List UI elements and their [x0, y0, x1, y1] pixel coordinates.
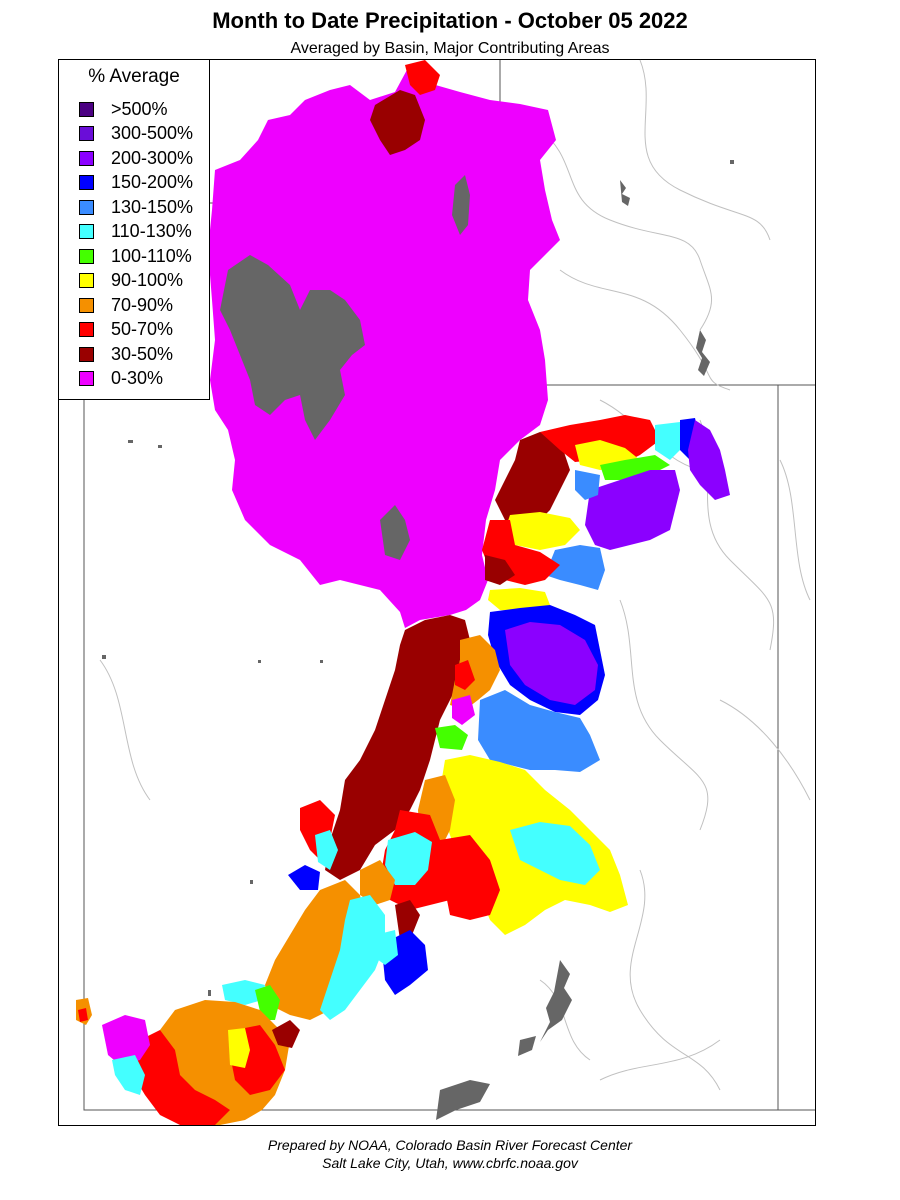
gray-area-west — [220, 255, 365, 440]
legend-label: 130-150% — [111, 196, 194, 217]
legend-label: 100-110% — [111, 245, 192, 266]
legend-item: 130-150% — [79, 196, 193, 218]
legend-label: 200-300% — [111, 147, 194, 168]
basin-cyan-sw — [112, 1055, 145, 1095]
basin-cyan-paria — [372, 930, 398, 965]
legend-swatch — [79, 126, 94, 141]
basin-50-70-north — [405, 60, 440, 95]
map-subtitle: Averaged by Basin, Major Contributing Ar… — [290, 40, 610, 57]
basin-30-50-north — [370, 90, 425, 155]
legend-item: 50-70% — [79, 319, 173, 341]
legend-item: 0-30% — [79, 368, 163, 390]
basin-130-150-duchesne — [545, 545, 605, 590]
basin-130-150-uinta — [575, 470, 600, 500]
legend-swatch — [79, 199, 94, 215]
basin-orange-south — [265, 880, 365, 1020]
basin-yellow-kanab — [228, 1028, 250, 1068]
legend-label: 0-30% — [111, 368, 164, 388]
small-gray-marks — [102, 160, 734, 996]
legend-swatch — [79, 101, 94, 117]
basin-orange-price — [450, 635, 500, 710]
river-lines — [99, 59, 811, 1091]
legend-swatch — [79, 346, 94, 362]
basin-dark-red-duchesne — [485, 555, 515, 585]
legend-swatch — [79, 248, 94, 264]
legend-label: 50-70% — [111, 319, 174, 339]
map-frame — [58, 59, 816, 1126]
legend-label: >500% — [111, 98, 168, 119]
basin-red-escalante — [440, 835, 500, 920]
legend-item: 90-100% — [79, 270, 183, 292]
footer-credit: Prepared by NOAA, Colorado Basin River F… — [267, 1137, 633, 1153]
basin-magenta-price — [452, 695, 475, 725]
legend-item: 200-300% — [79, 147, 193, 169]
basin-blue-sevier — [288, 865, 320, 890]
basin-red-price — [455, 660, 475, 690]
basin-orange-sevier — [360, 860, 395, 905]
legend-item: >500% — [79, 98, 168, 120]
basin-30-50-uinta — [495, 432, 570, 525]
basin-cyan-south — [320, 895, 385, 1020]
legend-swatch — [79, 224, 94, 239]
legend-swatch — [79, 322, 94, 337]
basin-200-300-white — [505, 622, 598, 705]
legend-swatch — [79, 273, 94, 288]
basin-dark-red-paria — [395, 900, 420, 940]
basin-magenta-sw — [102, 1015, 150, 1065]
basin-red-sw — [78, 1008, 88, 1022]
basin-0-30-north — [208, 68, 560, 628]
legend-title: % Average — [88, 66, 180, 87]
basin-yellow-strawberry — [488, 588, 550, 612]
legend-item: 100-110% — [79, 245, 192, 267]
legend-item: 30-50% — [79, 343, 173, 365]
basin-dark-red-central — [325, 615, 470, 880]
legend-item: 300-500% — [79, 123, 193, 145]
basin-dark-red-kanab — [272, 1020, 300, 1048]
legend-item: 150-200% — [79, 172, 193, 194]
legend-item: 70-90% — [79, 294, 173, 316]
lake-features — [436, 180, 710, 1120]
basin-cyan-sevier — [315, 830, 338, 870]
legend-swatch — [79, 297, 94, 313]
basin-cyan-green — [510, 822, 600, 885]
map-title: Month to Date Precipitation - October 05… — [212, 8, 688, 33]
legend-label: 30-50% — [111, 343, 174, 364]
basin-green-price — [435, 725, 468, 750]
basin-cyan-uinta — [655, 422, 685, 460]
basin-cyan-fremont — [385, 832, 432, 885]
legend-label: 300-500% — [111, 123, 194, 143]
legend-label: 70-90% — [111, 294, 174, 315]
legend-swatch — [79, 150, 94, 166]
legend-swatch — [79, 371, 94, 386]
basin-red-virgin — [130, 1030, 230, 1125]
footer-location: Salt Lake City, Utah, www.cbrfc.noaa.gov — [322, 1155, 578, 1171]
basin-cyan-virgin — [222, 980, 265, 1005]
legend-label: 90-100% — [111, 270, 184, 290]
basin-300-500-east — [688, 420, 730, 500]
legend-item: 110-130% — [79, 221, 192, 243]
basin-200-300-yampa — [585, 470, 680, 550]
legend-label: 110-130% — [111, 221, 192, 241]
legend: % Average >500% 300-500% 200-300% 150-200% 1… — [58, 59, 210, 400]
legend-swatch — [79, 175, 94, 190]
gray-area-lake — [452, 175, 470, 235]
basin-130-150-book — [478, 690, 600, 772]
gray-area-utah-lake — [380, 505, 410, 560]
basin-yellow-duchesne — [505, 512, 580, 550]
legend-label: 150-200% — [111, 172, 194, 192]
